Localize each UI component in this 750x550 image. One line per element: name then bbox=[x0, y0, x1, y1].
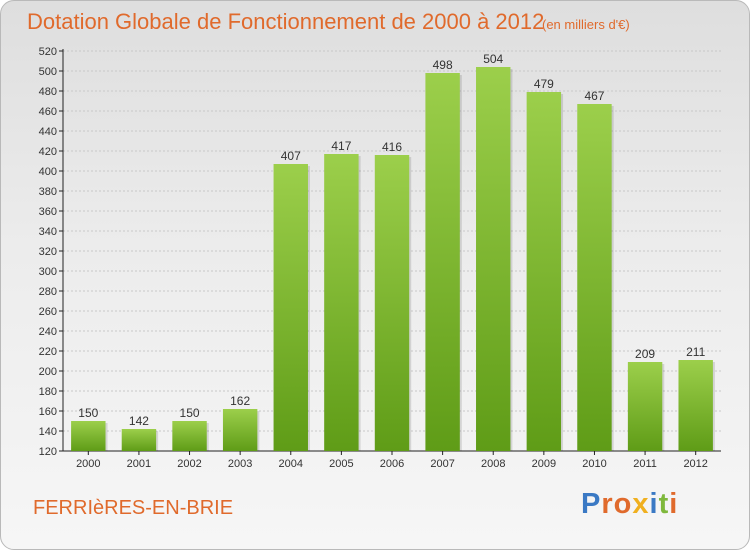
bar bbox=[476, 67, 511, 451]
bar bbox=[374, 155, 410, 451]
x-tick-label: 2002 bbox=[177, 458, 201, 470]
y-tick-label: 180 bbox=[39, 386, 57, 398]
bar bbox=[526, 92, 562, 451]
x-tick-label: 2005 bbox=[329, 458, 353, 470]
data-label: 142 bbox=[129, 414, 149, 428]
logo-letter: P bbox=[581, 488, 602, 520]
y-tick-label: 220 bbox=[39, 346, 57, 358]
x-tick-label: 2008 bbox=[481, 458, 505, 470]
chart-title: Dotation Globale de Fonctionnement de 20… bbox=[27, 9, 545, 34]
y-tick-label: 160 bbox=[39, 406, 57, 418]
x-tick-label: 2007 bbox=[430, 458, 454, 470]
y-tick-label: 400 bbox=[39, 166, 57, 178]
logo-letter: i bbox=[649, 488, 659, 520]
y-tick-label: 200 bbox=[39, 366, 57, 378]
x-tick-label: 2003 bbox=[228, 458, 252, 470]
logo-letter: t bbox=[658, 488, 670, 520]
x-tick-label: 2006 bbox=[380, 458, 404, 470]
y-tick-label: 500 bbox=[39, 66, 57, 78]
y-tick-label: 120 bbox=[39, 446, 57, 458]
bar bbox=[324, 154, 359, 451]
bar bbox=[222, 409, 258, 451]
data-label: 150 bbox=[180, 406, 200, 420]
bar bbox=[71, 421, 106, 451]
data-label: 211 bbox=[686, 345, 705, 359]
y-tick-label: 340 bbox=[39, 226, 57, 238]
y-tick-label: 300 bbox=[39, 266, 57, 278]
y-tick-label: 260 bbox=[39, 306, 57, 318]
y-tick-label: 440 bbox=[39, 126, 57, 138]
logo-letter: r bbox=[601, 488, 614, 520]
data-label: 150 bbox=[78, 406, 98, 420]
bar bbox=[627, 362, 663, 451]
data-label: 209 bbox=[635, 347, 655, 361]
y-tick-label: 360 bbox=[39, 206, 57, 218]
x-tick-label: 2009 bbox=[532, 458, 556, 470]
data-label: 504 bbox=[483, 52, 503, 66]
chart-subtitle: (en milliers d'€) bbox=[542, 17, 630, 32]
data-label: 407 bbox=[281, 149, 301, 163]
x-tick-label: 2000 bbox=[76, 458, 100, 470]
bar bbox=[273, 164, 308, 451]
y-tick-label: 420 bbox=[39, 146, 57, 158]
logo-letter: i bbox=[669, 488, 679, 520]
x-tick-label: 2012 bbox=[683, 458, 707, 470]
logo-letter: o bbox=[613, 488, 633, 520]
y-tick-label: 480 bbox=[39, 86, 57, 98]
data-label: 416 bbox=[382, 140, 402, 154]
data-label: 498 bbox=[433, 58, 453, 72]
bar bbox=[577, 104, 612, 451]
bar bbox=[121, 429, 157, 451]
x-tick-label: 2004 bbox=[279, 458, 303, 470]
x-tick-label: 2010 bbox=[582, 458, 606, 470]
y-tick-label: 460 bbox=[39, 106, 57, 118]
logo-letter: x bbox=[632, 488, 650, 520]
y-tick-label: 380 bbox=[39, 186, 57, 198]
data-label: 467 bbox=[584, 89, 604, 103]
commune-name: FERRIèRES-EN-BRIE bbox=[33, 497, 234, 519]
data-label: 162 bbox=[230, 394, 250, 408]
bar bbox=[172, 421, 207, 451]
y-tick-label: 140 bbox=[39, 426, 57, 438]
x-tick-label: 2011 bbox=[633, 458, 657, 470]
y-tick-label: 240 bbox=[39, 326, 57, 338]
y-tick-label: 280 bbox=[39, 286, 57, 298]
y-tick-label: 320 bbox=[39, 246, 57, 258]
data-label: 479 bbox=[534, 77, 554, 91]
y-tick-label: 520 bbox=[39, 46, 57, 58]
proxiti-logo[interactable]: Proxiti bbox=[581, 488, 678, 521]
bar bbox=[425, 73, 460, 451]
bar bbox=[678, 360, 713, 451]
x-tick-label: 2001 bbox=[127, 458, 151, 470]
data-label: 417 bbox=[331, 139, 351, 153]
